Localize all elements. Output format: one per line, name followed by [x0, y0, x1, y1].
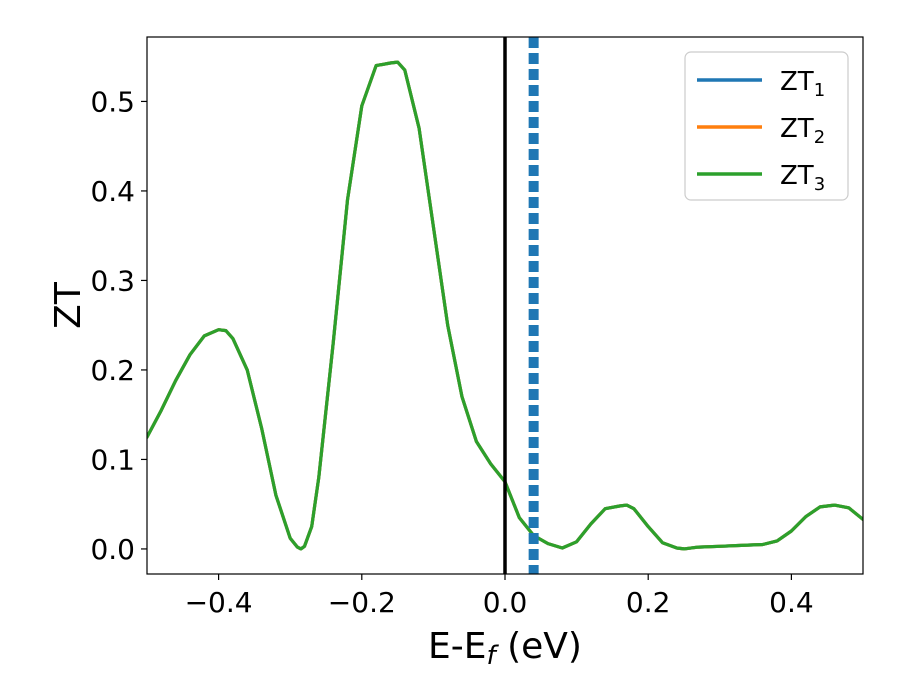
legend-box [684, 51, 849, 201]
y-axis-label: ZT [48, 281, 89, 329]
x-tick-label: −0.2 [328, 586, 396, 619]
y-tick-label: 0.5 [90, 85, 135, 118]
x-tick-label: 0.0 [483, 586, 528, 619]
x-axis-label-main: E-E [428, 626, 486, 667]
x-axis-label-unit: (eV) [496, 626, 582, 667]
y-tick-label: 0.1 [90, 443, 135, 476]
plot-frame [146, 36, 864, 575]
axis-ticks: −0.4 −0.2 0.0 0.2 0.4 0.0 0.1 0.2 0.3 0.4 0.5 [90, 85, 813, 619]
legend-label-zt1: ZT1 [780, 67, 825, 101]
series-line-zt3 [147, 60, 863, 551]
legend-label-zt2: ZT2 [780, 114, 825, 148]
plot-area [147, 37, 863, 574]
x-tick-label: 0.2 [626, 586, 671, 619]
legend: ZT1 ZT2 ZT3 [684, 51, 849, 201]
legend-label-zt3: ZT3 [780, 161, 825, 195]
x-tick-label: 0.4 [769, 586, 814, 619]
y-tick-label: 0.4 [90, 175, 135, 208]
y-tick-label: 0.2 [90, 354, 135, 387]
x-tick-label: −0.4 [185, 586, 253, 619]
x-axis-label: E-Ef (eV) [428, 626, 582, 671]
y-tick-label: 0.0 [90, 533, 135, 566]
y-tick-label: 0.3 [90, 264, 135, 297]
